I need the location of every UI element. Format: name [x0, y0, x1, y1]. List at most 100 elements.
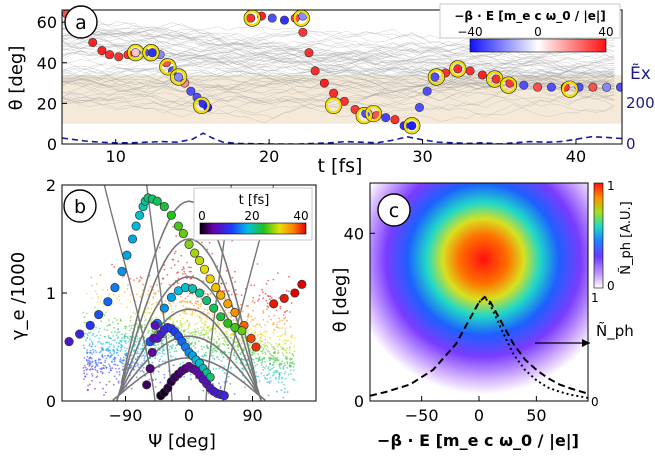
particle-dot [259, 330, 261, 333]
particle-dot [228, 351, 231, 354]
particle-dot [204, 324, 206, 327]
trajectory-point [251, 342, 261, 352]
trajectory-point [147, 347, 157, 357]
particle-dot [147, 329, 150, 332]
particle-dot [94, 359, 97, 362]
particle-dot [125, 342, 127, 344]
particle-dot [151, 328, 154, 331]
trajectory-point [190, 248, 200, 258]
particle-dot [111, 354, 114, 356]
particle-dot [184, 300, 187, 303]
theta-point [602, 82, 612, 92]
particle-dot [291, 334, 294, 337]
particle-dot [285, 351, 288, 354]
particle-dot [122, 356, 125, 359]
particle-dot [278, 338, 281, 341]
particle-dot [129, 319, 132, 322]
particle-dot [200, 331, 203, 334]
particle-dot [140, 355, 143, 358]
particle-dot [151, 318, 154, 320]
particle-dot [122, 362, 124, 365]
particle-dot [129, 335, 132, 338]
particle-dot [86, 334, 89, 337]
highlight-ring-outline [427, 68, 445, 86]
particle-dot [160, 355, 163, 358]
particle-dot [107, 336, 110, 339]
particle-dot [190, 332, 193, 335]
particle-dot [175, 305, 177, 308]
particle-dot [159, 358, 162, 361]
particle-dot [121, 337, 123, 340]
particle-dot [185, 274, 188, 277]
particle-dot [200, 313, 202, 316]
particle-dot [190, 266, 192, 269]
theta-point [246, 13, 256, 23]
particle-dot [202, 326, 205, 329]
particle-dot [92, 351, 95, 353]
particle-dot [168, 283, 171, 286]
particle-dot [112, 293, 115, 296]
particle-dot [133, 279, 135, 281]
particle-dot [181, 273, 184, 275]
particle-dot [263, 357, 265, 360]
particle-dot [270, 354, 272, 356]
trajectory-point [64, 337, 74, 347]
particle-dot [108, 363, 110, 366]
particle-dot [281, 347, 283, 350]
particle-dot [255, 371, 258, 374]
particle-dot [214, 327, 217, 330]
particle-dot [194, 328, 197, 331]
particle-dot [170, 304, 173, 307]
particle-dot [208, 325, 211, 328]
particle-dot [166, 273, 169, 276]
particle-dot [143, 316, 146, 318]
particle-dot [210, 328, 213, 331]
particle-dot [198, 316, 201, 318]
particle-dot [114, 317, 116, 320]
particle-dot [170, 308, 173, 311]
particle-dot [291, 353, 294, 356]
particle-dot [261, 350, 264, 352]
particle-dot [94, 387, 96, 390]
particle-dot [211, 317, 214, 320]
particle-dot [172, 301, 175, 304]
particle-dot [205, 331, 208, 334]
highlight-ring [486, 70, 503, 88]
particle-dot [278, 327, 281, 330]
particle-dot [188, 270, 191, 273]
particle-dot [279, 335, 282, 338]
x-tick-label: 30 [412, 147, 432, 166]
particle-dot [264, 361, 266, 363]
theta-point [519, 80, 529, 90]
particle-dot [273, 314, 276, 317]
particle-dot [82, 311, 85, 314]
particle-dot [94, 335, 96, 338]
highlight-ring [428, 68, 445, 86]
particle-dot [117, 328, 120, 331]
particle-dot [190, 313, 192, 316]
particle-dot [119, 320, 122, 322]
particle-dot [170, 267, 173, 269]
particle-dot [83, 364, 86, 367]
particle-dot [262, 369, 264, 371]
particle-dot [291, 362, 294, 365]
particle-dot [112, 383, 115, 386]
particle-dot [142, 371, 145, 374]
particle-dot [99, 381, 101, 384]
particle-dot [153, 292, 156, 295]
particle-dot [90, 297, 93, 300]
particle-dot [293, 337, 296, 340]
trajectory-point [166, 210, 176, 220]
highlight-ring-outline [243, 10, 261, 27]
particle-dot [186, 319, 189, 322]
particle-dot [270, 344, 273, 346]
background-trace [62, 14, 615, 71]
particle-dot [272, 321, 275, 324]
particle-dot [247, 328, 250, 331]
particle-dot [83, 335, 86, 338]
particle-dot [122, 345, 124, 347]
particle-dot [198, 340, 200, 342]
particle-dot [128, 338, 131, 341]
particle-dot [265, 344, 268, 347]
particle-dot [204, 351, 207, 354]
